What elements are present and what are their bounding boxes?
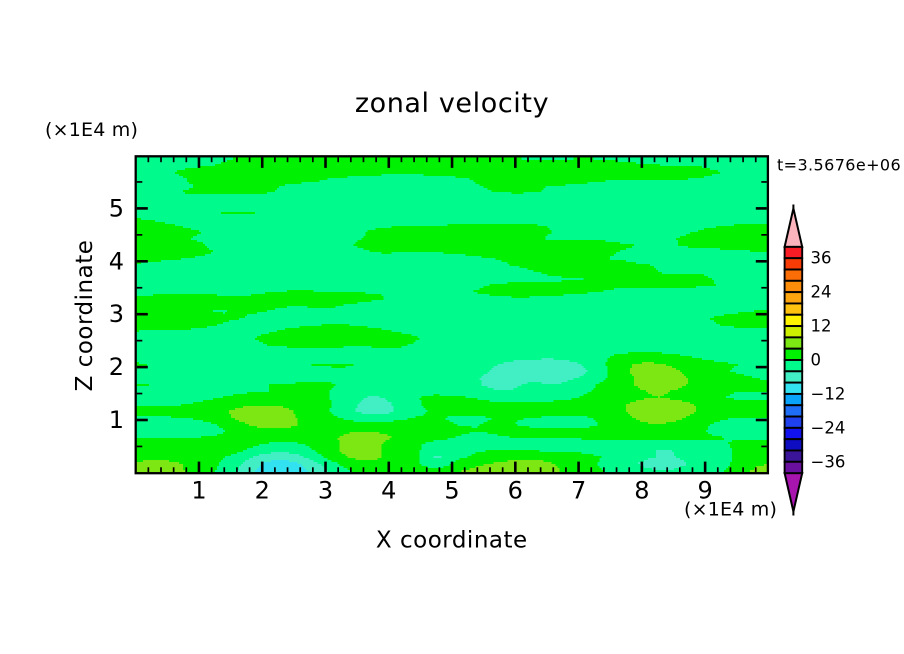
colorbar-tick-label: 0	[811, 351, 822, 370]
colorbar-band	[783, 257, 804, 271]
colorbar-band	[783, 381, 804, 395]
z-axis-unit-note: (×1E4 m)	[45, 119, 138, 141]
colorbar: 36 24 12 0 −12 −24 −36	[783, 208, 846, 512]
x-tick-label: 3	[318, 477, 333, 505]
plot-frame	[134, 155, 770, 475]
x-tick-label: 2	[255, 477, 270, 505]
z-tick-label: 4	[109, 247, 124, 275]
z-axis-label: Z coordinate	[72, 240, 98, 392]
colorbar-band	[783, 370, 804, 384]
colorbar-band	[783, 325, 804, 339]
colorbar-band	[783, 449, 804, 463]
z-tick-label: 5	[109, 194, 124, 222]
colorbar-band	[783, 279, 804, 294]
colorbar-band	[783, 268, 804, 282]
colorbar-band	[783, 404, 804, 418]
colorbar-tick-label: 12	[811, 317, 832, 336]
colorbar-band	[783, 347, 804, 361]
x-tick-labels: 1 2 3 4 5 6 7 8 9	[191, 477, 712, 505]
colorbar-band	[783, 245, 804, 260]
colorbar-tick-label: −12	[811, 384, 846, 403]
colorbar-band	[783, 302, 804, 316]
x-tick-label: 6	[508, 477, 523, 505]
contour-field-canvas	[135, 156, 768, 474]
colorbar-tick-label: −24	[811, 418, 846, 437]
x-axis-unit-note: (×1E4 m)	[684, 499, 777, 521]
x-tick-label: 8	[634, 477, 649, 505]
plot-title: zonal velocity	[355, 88, 549, 119]
x-axis-label: X coordinate	[376, 528, 528, 554]
colorbar-band	[783, 460, 804, 475]
z-tick-label: 2	[109, 353, 124, 381]
axis-ticks	[136, 157, 795, 516]
colorbar-under-arrow	[783, 472, 804, 512]
colorbar-band	[783, 438, 804, 452]
z-tick-label: 3	[109, 300, 124, 328]
z-tick-labels: 1 2 3 4 5	[109, 194, 124, 434]
colorbar-tick-label: 36	[811, 249, 832, 268]
colorbar-band	[783, 313, 804, 328]
x-tick-label: 5	[444, 477, 459, 505]
colorbar-band	[783, 291, 804, 305]
colorbar-tick-label: −36	[811, 452, 846, 471]
x-tick-label: 1	[191, 477, 206, 505]
x-tick-label: 4	[381, 477, 396, 505]
colorbar-band	[783, 359, 804, 373]
x-tick-label: 7	[571, 477, 586, 505]
z-tick-label: 1	[109, 406, 124, 434]
colorbar-band	[783, 415, 804, 429]
colorbar-tick-label: 24	[811, 283, 832, 302]
colorbar-over-arrow	[783, 208, 804, 248]
colorbar-band	[783, 392, 804, 407]
colorbar-band	[783, 426, 804, 441]
x-tick-label: 9	[697, 477, 712, 505]
timestamp-annotation: t=3.5676e+06	[777, 156, 901, 175]
colorbar-band	[783, 336, 804, 350]
